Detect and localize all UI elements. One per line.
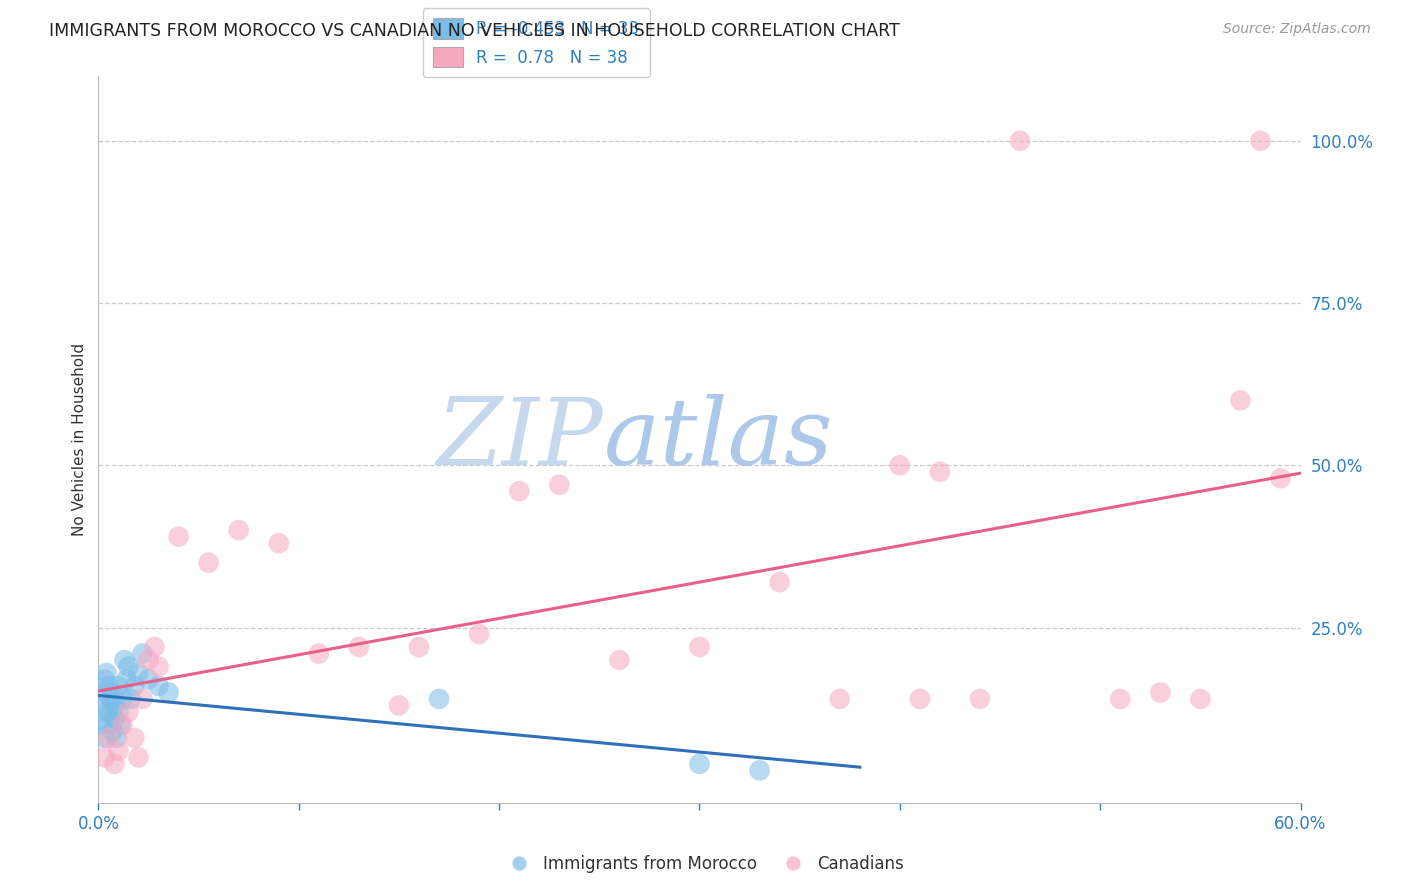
Point	[103, 711, 125, 725]
Point	[124, 679, 146, 693]
Point	[131, 692, 153, 706]
Point	[93, 750, 115, 764]
Point	[103, 756, 125, 771]
Point	[468, 627, 491, 641]
Point	[197, 556, 219, 570]
Text: ZIP: ZIP	[437, 394, 603, 484]
Point	[143, 640, 166, 654]
Point	[101, 685, 124, 699]
Point	[115, 673, 138, 687]
Point	[100, 692, 122, 706]
Point	[969, 692, 991, 706]
Point	[1189, 692, 1212, 706]
Point	[1149, 685, 1171, 699]
Point	[929, 465, 952, 479]
Point	[117, 705, 139, 719]
Point	[148, 659, 170, 673]
Point	[110, 718, 132, 732]
Point	[103, 698, 125, 713]
Point	[97, 679, 120, 693]
Point	[91, 698, 114, 713]
Point	[91, 685, 114, 699]
Point	[107, 705, 129, 719]
Point	[131, 647, 153, 661]
Point	[105, 731, 128, 745]
Legend: Immigrants from Morocco, Canadians: Immigrants from Morocco, Canadians	[496, 848, 910, 880]
Point	[96, 705, 118, 719]
Point	[228, 523, 250, 537]
Point	[408, 640, 430, 654]
Point	[100, 705, 122, 719]
Point	[609, 653, 631, 667]
Point	[157, 685, 180, 699]
Point	[689, 640, 711, 654]
Point	[138, 673, 160, 687]
Point	[124, 731, 146, 745]
Point	[107, 679, 129, 693]
Point	[427, 692, 450, 706]
Point	[111, 718, 134, 732]
Point	[889, 458, 911, 473]
Point	[111, 692, 134, 706]
Point	[748, 764, 770, 778]
Point	[769, 575, 792, 590]
Point	[388, 698, 411, 713]
Point	[908, 692, 931, 706]
Y-axis label: No Vehicles in Household: No Vehicles in Household	[72, 343, 87, 536]
Point	[128, 750, 150, 764]
Point	[1010, 134, 1032, 148]
Text: IMMIGRANTS FROM MOROCCO VS CANADIAN NO VEHICLES IN HOUSEHOLD CORRELATION CHART: IMMIGRANTS FROM MOROCCO VS CANADIAN NO V…	[49, 22, 900, 40]
Point	[114, 653, 136, 667]
Point	[138, 653, 160, 667]
Point	[1250, 134, 1272, 148]
Point	[347, 640, 370, 654]
Point	[93, 673, 115, 687]
Point	[1109, 692, 1132, 706]
Point	[689, 756, 711, 771]
Point	[117, 659, 139, 673]
Point	[107, 744, 129, 758]
Point	[828, 692, 851, 706]
Point	[148, 679, 170, 693]
Point	[308, 647, 330, 661]
Point	[101, 724, 124, 739]
Point	[548, 477, 571, 491]
Point	[508, 484, 530, 499]
Point	[89, 718, 111, 732]
Point	[1270, 471, 1292, 485]
Point	[120, 692, 142, 706]
Legend: R = -0.453   N = 33, R =  0.78   N = 38: R = -0.453 N = 33, R = 0.78 N = 38	[423, 8, 650, 78]
Point	[128, 665, 150, 680]
Text: Source: ZipAtlas.com: Source: ZipAtlas.com	[1223, 22, 1371, 37]
Point	[96, 665, 118, 680]
Point	[97, 731, 120, 745]
Point	[267, 536, 290, 550]
Point	[167, 530, 190, 544]
Text: atlas: atlas	[603, 394, 832, 484]
Point	[97, 718, 120, 732]
Point	[93, 731, 115, 745]
Point	[1229, 393, 1251, 408]
